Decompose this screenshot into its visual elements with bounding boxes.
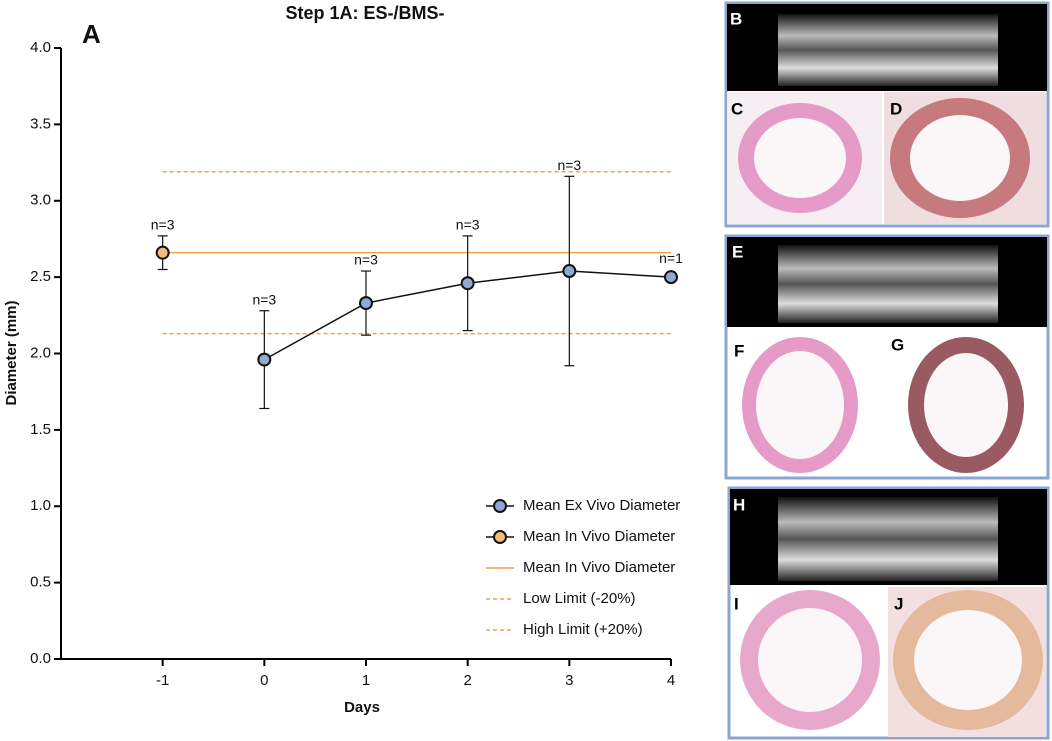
x-tick-label: 3 [565,672,573,689]
legend-swatch [493,499,507,513]
panel-letter: E [732,242,743,261]
legend-label: Mean In Vivo Diameter [523,528,675,545]
x-tick-label: 2 [463,672,471,689]
data-point [257,352,272,367]
count-label: n=1 [659,250,683,266]
x-axis-title: Days [344,699,380,716]
y-tick-label: 4.0 [30,39,51,56]
y-tick-label: 1.0 [30,497,51,514]
legend-swatch [493,530,507,544]
data-point [460,276,475,291]
y-tick-label: 1.5 [30,421,51,438]
panel-letter: A [82,19,101,49]
x-tick-label: 4 [667,672,675,689]
image-panel-2 [724,234,1050,480]
panel-letter: H [733,495,745,514]
count-label: n=3 [557,157,581,173]
panel-letter: J [894,594,903,613]
y-tick-label: 2.0 [30,344,51,361]
y-tick-label: 3.5 [30,115,51,132]
panel-letter: B [730,9,742,28]
count-label: n=3 [252,291,276,307]
panel-letter: C [731,99,743,118]
y-tick-label: 2.5 [30,268,51,285]
x-tick-label: 1 [362,672,370,689]
y-tick-label: 0.0 [30,650,51,667]
legend-label: Mean Ex Vivo Diameter [523,497,680,514]
data-point [664,270,678,285]
y-tick-label: 3.0 [30,192,51,209]
x-tick-label: 0 [260,672,268,689]
chart-title: Step 1A: ES-/BMS- [285,3,444,23]
image-panel-3 [727,486,1050,740]
panel-letter: G [891,335,904,354]
legend-label: Low Limit (-20%) [523,590,636,607]
data-point [155,245,170,260]
count-label: n=3 [151,217,175,233]
legend-label: High Limit (+20%) [523,621,643,638]
count-label: n=3 [354,252,378,268]
image-panel-1 [724,1,1050,228]
panel-letter: F [734,341,744,360]
data-point [359,296,373,311]
y-axis-title: Diameter (mm) [3,300,20,405]
panel-letter: I [734,594,739,613]
x-tick-label: -1 [156,672,169,689]
count-label: n=3 [456,217,480,233]
y-tick-label: 0.5 [30,574,51,591]
panel-letter: D [890,99,902,118]
data-point [562,264,577,279]
legend-label: Mean In Vivo Diameter [523,559,675,576]
